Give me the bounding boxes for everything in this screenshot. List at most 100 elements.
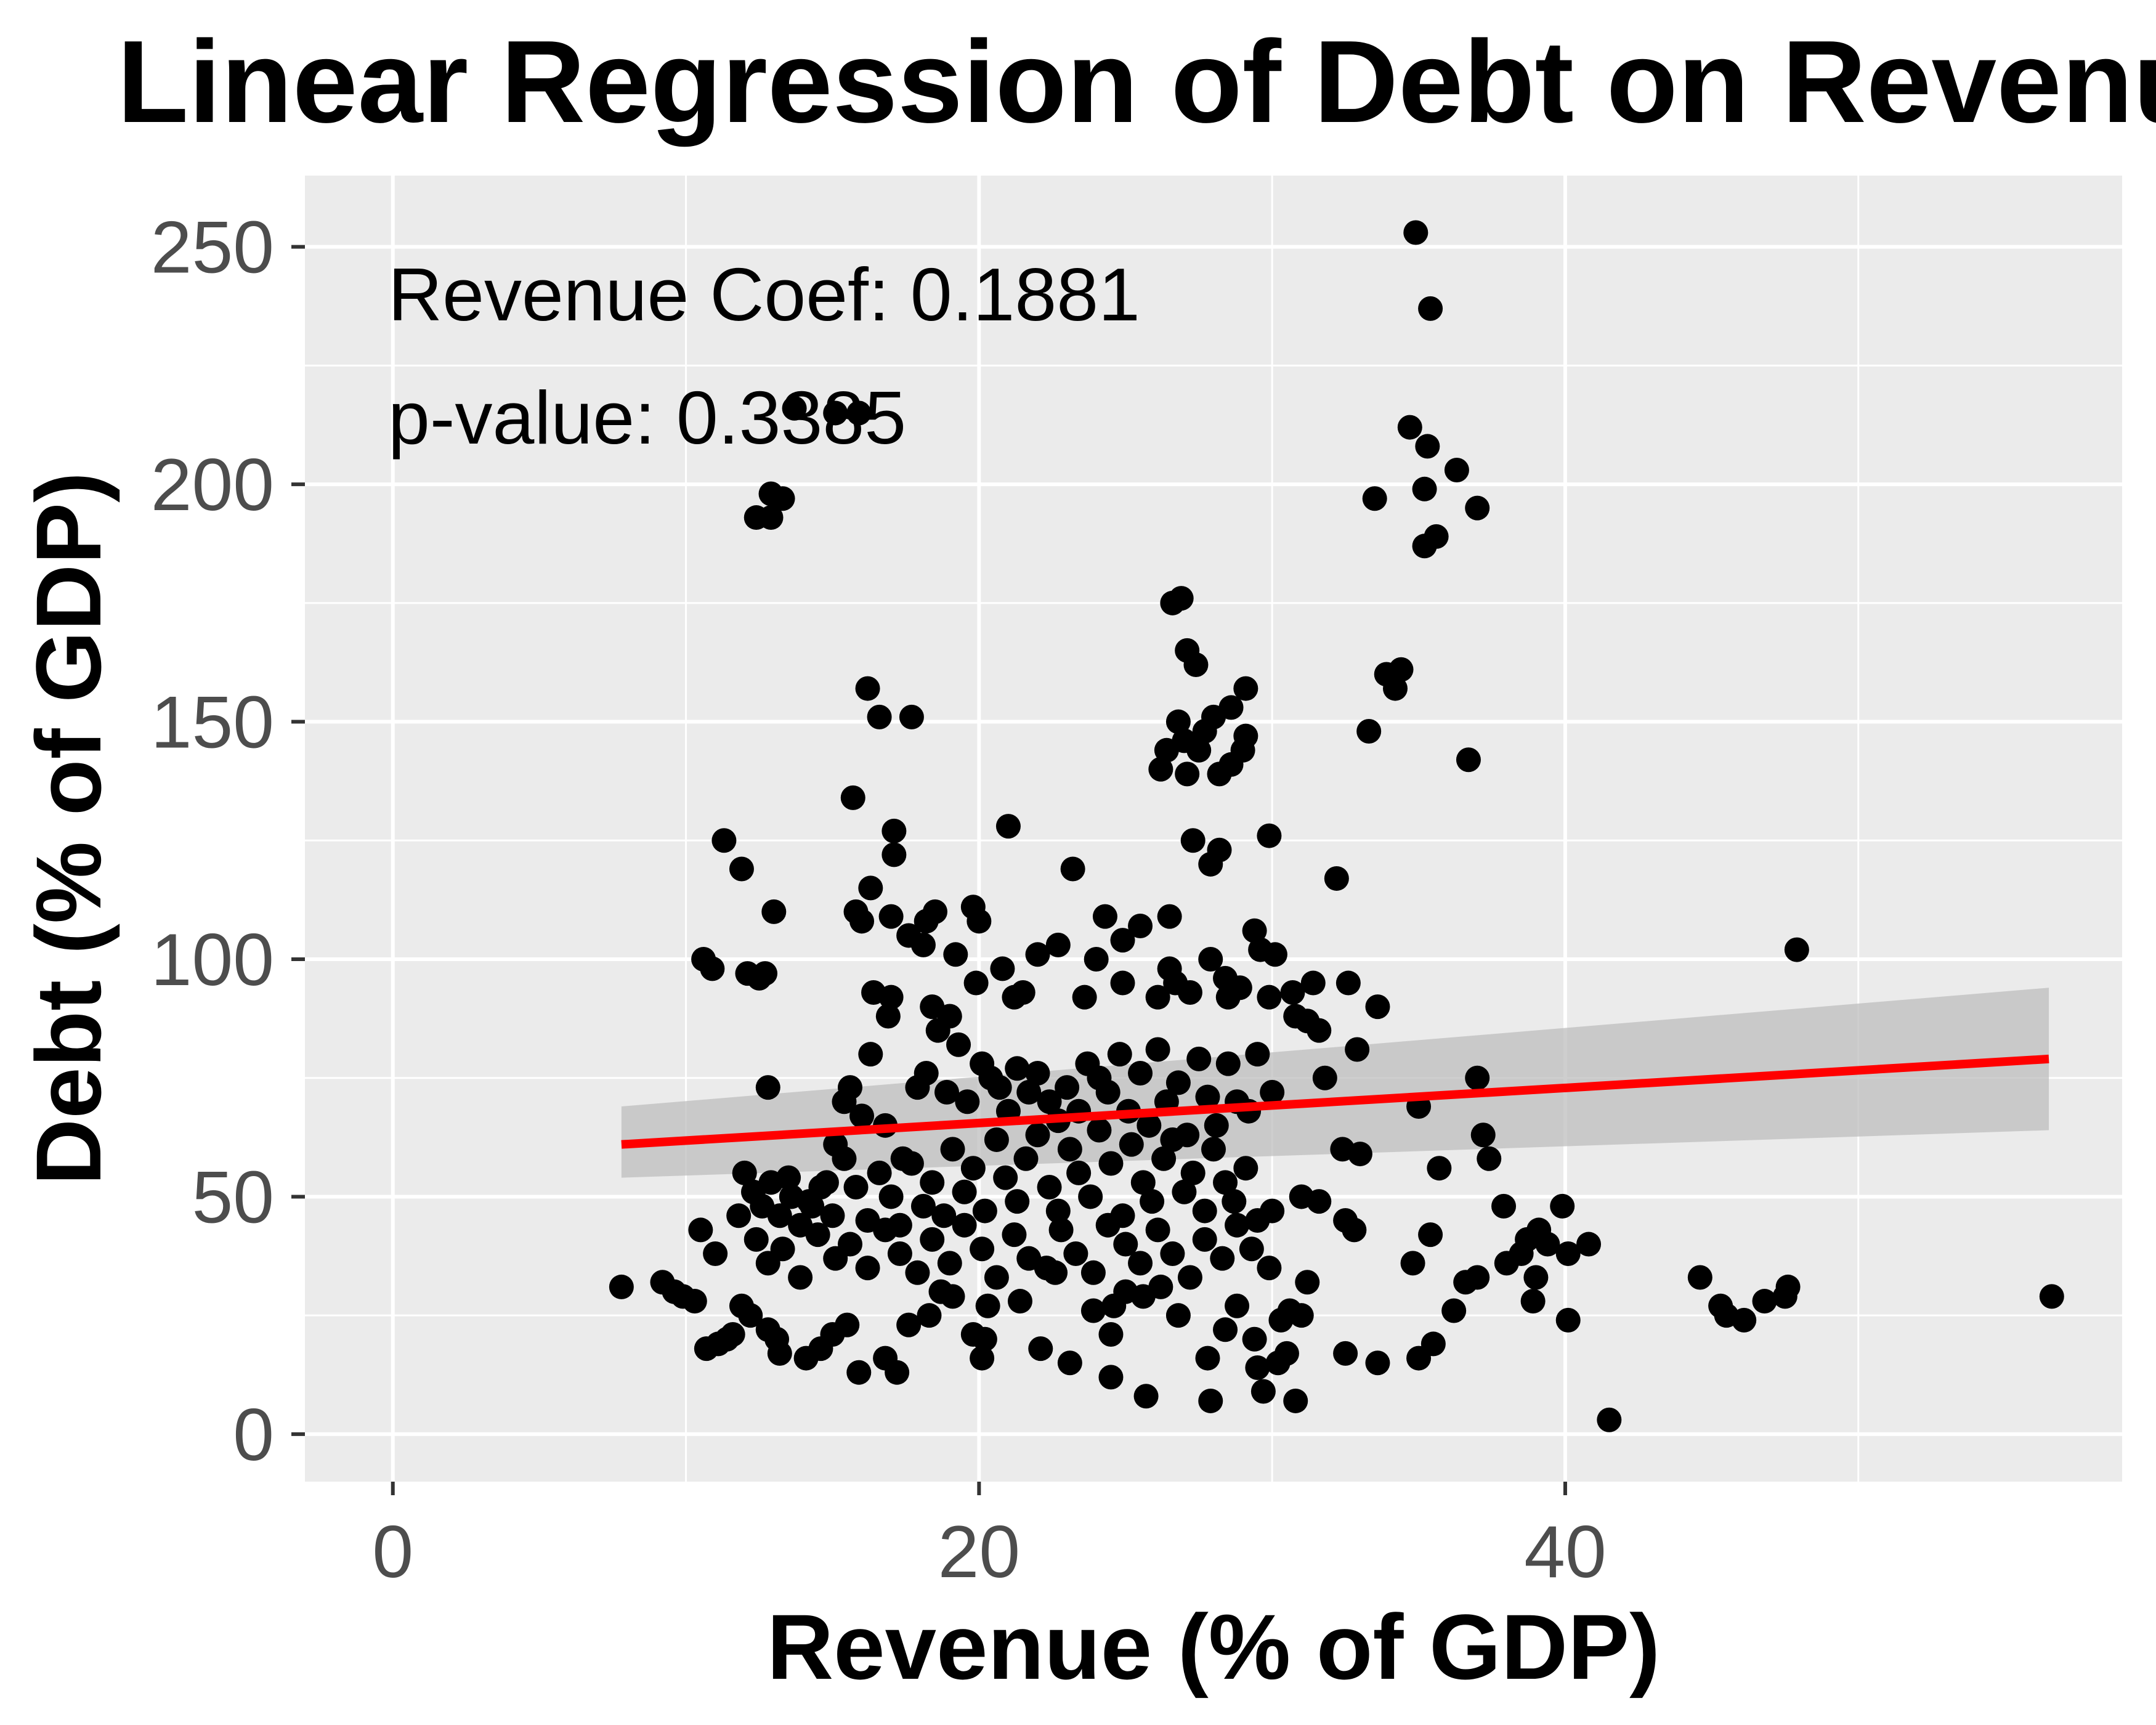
data-point <box>700 956 725 981</box>
data-point <box>688 1217 713 1243</box>
data-point <box>849 909 875 934</box>
data-point <box>1365 994 1390 1020</box>
data-point <box>952 1212 977 1238</box>
data-point <box>843 1175 869 1200</box>
data-point <box>1172 1179 1197 1204</box>
data-point <box>738 1303 763 1328</box>
data-point <box>1198 1388 1223 1413</box>
data-point <box>952 1179 977 1204</box>
data-point <box>993 1165 1018 1190</box>
data-point <box>849 1103 875 1129</box>
data-point <box>1025 1122 1050 1148</box>
data-point <box>1356 718 1382 744</box>
data-point <box>1037 1175 1062 1200</box>
data-point <box>881 818 907 843</box>
data-point <box>885 1360 910 1385</box>
data-point <box>878 904 904 929</box>
data-point <box>1242 918 1267 943</box>
data-point <box>1233 1156 1258 1181</box>
data-point <box>729 856 754 882</box>
data-point <box>1025 942 1050 967</box>
data-point <box>1113 1232 1138 1257</box>
data-point <box>1491 1193 1517 1219</box>
data-point <box>1233 676 1258 701</box>
chart-title: Linear Regression of Debt on Revenue <box>117 17 2156 147</box>
data-point <box>1227 975 1252 1000</box>
data-point <box>1192 718 1217 744</box>
data-point <box>920 1170 945 1195</box>
data-point <box>682 1289 707 1314</box>
data-point <box>1324 866 1349 891</box>
data-point <box>1576 1232 1602 1257</box>
data-point <box>1420 1331 1446 1357</box>
data-point <box>1128 914 1153 939</box>
data-point <box>1028 1336 1053 1362</box>
data-point <box>1260 1198 1285 1224</box>
data-point <box>1110 928 1135 953</box>
data-point <box>1465 1065 1490 1090</box>
data-point <box>875 1004 901 1029</box>
data-point <box>1192 1198 1217 1224</box>
data-point <box>1262 942 1287 967</box>
data-point <box>970 1236 995 1262</box>
data-point <box>1145 1217 1170 1243</box>
data-point <box>972 1198 997 1224</box>
data-point <box>1412 476 1437 501</box>
y-tick-label: 250 <box>151 206 274 289</box>
data-point <box>1198 851 1223 877</box>
data-point <box>1260 1079 1285 1105</box>
data-point <box>1060 856 1085 882</box>
data-point <box>1157 904 1182 929</box>
data-point <box>1465 1265 1490 1290</box>
data-point <box>1005 1056 1030 1081</box>
data-point <box>899 704 924 729</box>
data-point <box>609 1274 634 1299</box>
data-point <box>1183 652 1209 678</box>
y-tick-label: 100 <box>151 919 274 1001</box>
coefficient-annotation: Revenue Coef: 0.1881 <box>388 253 1140 336</box>
data-point <box>1365 1350 1390 1376</box>
data-point <box>744 1227 769 1252</box>
data-point <box>881 842 907 867</box>
data-point <box>1057 1137 1082 1162</box>
data-point <box>1362 486 1387 511</box>
data-point <box>1465 495 1490 521</box>
y-axis-title: Debt (% of GDP) <box>17 472 120 1185</box>
data-point <box>934 1079 960 1105</box>
data-point <box>1165 1303 1191 1328</box>
data-point <box>1397 415 1422 440</box>
data-point <box>987 1075 1012 1100</box>
x-tick-label: 40 <box>1524 1511 1606 1593</box>
regression-line-layer <box>621 1054 2049 1149</box>
data-point <box>732 1160 757 1185</box>
data-point <box>1151 1146 1177 1171</box>
data-point <box>761 899 787 924</box>
data-point <box>1597 1407 1622 1432</box>
data-point <box>1119 1132 1144 1157</box>
data-point <box>1128 1251 1153 1276</box>
data-point <box>1412 534 1437 559</box>
x-tick-label: 0 <box>372 1511 413 1593</box>
x-axis-title: Revenue (% of GDP) <box>767 1595 1660 1699</box>
data-point <box>1242 1326 1267 1352</box>
data-point <box>1225 1293 1250 1318</box>
x-tick-label: 20 <box>938 1511 1020 1593</box>
data-point <box>878 1184 904 1209</box>
data-point <box>858 1042 883 1067</box>
data-point <box>855 1256 880 1281</box>
data-point <box>1213 1317 1238 1342</box>
data-point <box>2039 1284 2064 1309</box>
data-point <box>1186 737 1212 763</box>
data-point <box>1307 1189 1332 1214</box>
data-point <box>920 1227 945 1252</box>
data-point <box>917 1303 942 1328</box>
data-point <box>1441 1298 1467 1323</box>
data-point <box>1095 1212 1121 1238</box>
data-point <box>835 1312 860 1337</box>
data-point <box>753 961 778 986</box>
data-point <box>1444 457 1469 482</box>
data-point <box>967 909 992 934</box>
data-point <box>1177 980 1202 1005</box>
data-point <box>1140 1189 1165 1214</box>
